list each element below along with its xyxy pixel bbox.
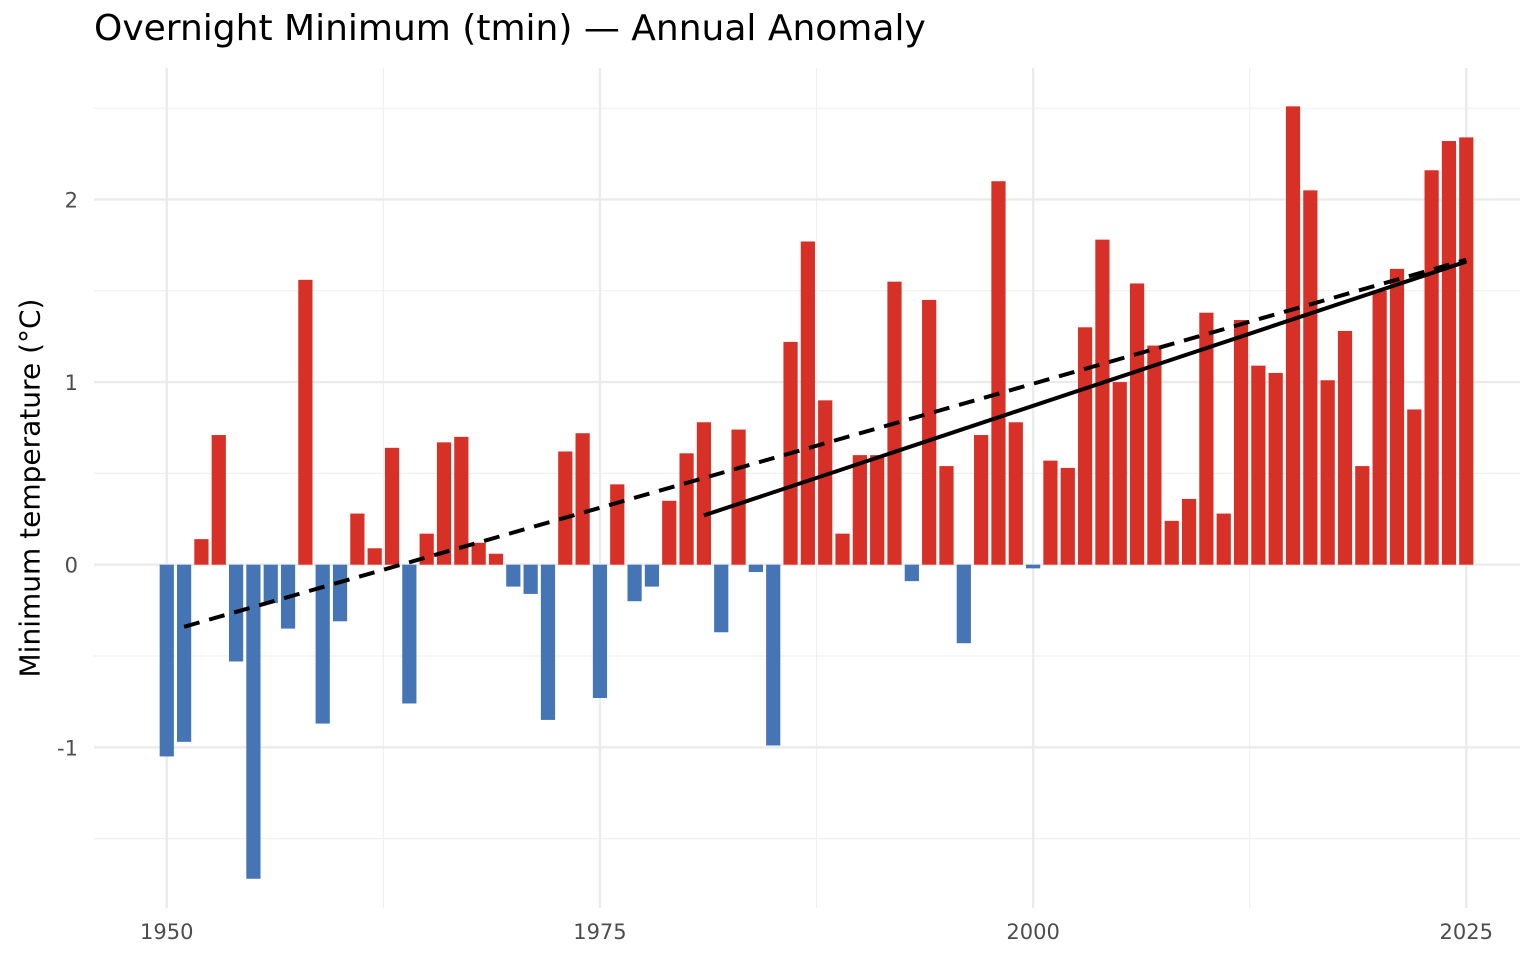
bar — [246, 564, 261, 879]
x-tick-label: 2000 — [1006, 920, 1059, 944]
bar — [766, 564, 781, 746]
bar — [402, 564, 417, 704]
bar — [523, 564, 538, 594]
bar — [627, 564, 642, 602]
bar — [1043, 460, 1058, 565]
bar — [922, 299, 937, 565]
bar — [176, 564, 192, 742]
bar — [194, 539, 209, 565]
bar — [610, 484, 625, 565]
bar — [558, 451, 573, 565]
y-tick-label: 2 — [65, 188, 78, 212]
bar — [1251, 365, 1266, 565]
bar — [488, 553, 504, 565]
bar — [1303, 190, 1318, 565]
axis-ticks: -1 0 1 2 1950 1975 2000 2025 — [57, 188, 1493, 944]
bar — [1320, 380, 1335, 565]
bar — [367, 548, 382, 565]
bar — [471, 542, 486, 565]
bar — [1459, 137, 1474, 565]
bar — [852, 455, 867, 565]
bar — [211, 435, 226, 565]
trend-lines — [183, 257, 1467, 629]
bar — [1129, 283, 1145, 565]
bar — [662, 500, 677, 565]
bar — [159, 564, 174, 757]
y-tick-label: 0 — [65, 554, 78, 578]
bar — [1216, 513, 1231, 565]
x-tick-label: 2025 — [1440, 920, 1493, 944]
bar — [1407, 409, 1422, 565]
bar — [1268, 372, 1283, 565]
bar — [679, 453, 694, 565]
bar — [575, 433, 590, 565]
bar — [714, 564, 729, 633]
bar — [1337, 330, 1353, 565]
bar — [506, 564, 521, 587]
bar — [1077, 327, 1093, 565]
bar — [956, 564, 971, 644]
y-tick-label: 1 — [65, 371, 78, 395]
bar — [263, 564, 278, 604]
x-tick-label: 1950 — [140, 920, 193, 944]
bar — [731, 429, 746, 565]
bar — [748, 564, 763, 572]
bar — [436, 442, 452, 565]
bar — [1181, 498, 1197, 565]
bar — [870, 455, 885, 565]
bar — [974, 435, 989, 565]
bar — [904, 564, 919, 582]
bar — [1026, 564, 1041, 569]
bar — [454, 436, 469, 565]
trend-line-solid — [703, 259, 1467, 518]
bar — [818, 400, 833, 565]
trend-line-dashed — [183, 257, 1467, 629]
bar — [350, 513, 365, 565]
bar — [1008, 422, 1023, 565]
bar — [332, 564, 348, 622]
chart-title: Overnight Minimum (tmin) — Annual Anomal… — [94, 8, 926, 49]
bar — [1355, 466, 1370, 565]
bar — [315, 564, 330, 724]
bar — [1095, 239, 1110, 565]
bar — [939, 466, 954, 565]
bar — [1233, 320, 1249, 565]
bar — [1199, 312, 1214, 565]
bar — [1164, 520, 1179, 565]
bars — [159, 106, 1474, 879]
bar — [1389, 268, 1405, 565]
bar — [540, 564, 556, 720]
bar — [644, 564, 660, 587]
bar — [800, 241, 815, 565]
bar — [1424, 170, 1439, 565]
bar — [384, 447, 400, 565]
x-tick-label: 1975 — [573, 920, 626, 944]
bar — [991, 181, 1006, 565]
bar — [835, 533, 850, 565]
bar — [1372, 290, 1387, 565]
bar — [592, 564, 608, 698]
bar — [1112, 382, 1127, 565]
bar — [298, 279, 313, 565]
bar — [1060, 467, 1075, 565]
bar — [1147, 345, 1162, 565]
bar — [1285, 106, 1301, 565]
y-tick-label: -1 — [57, 736, 78, 760]
bar — [1441, 141, 1457, 565]
bar — [696, 422, 712, 565]
